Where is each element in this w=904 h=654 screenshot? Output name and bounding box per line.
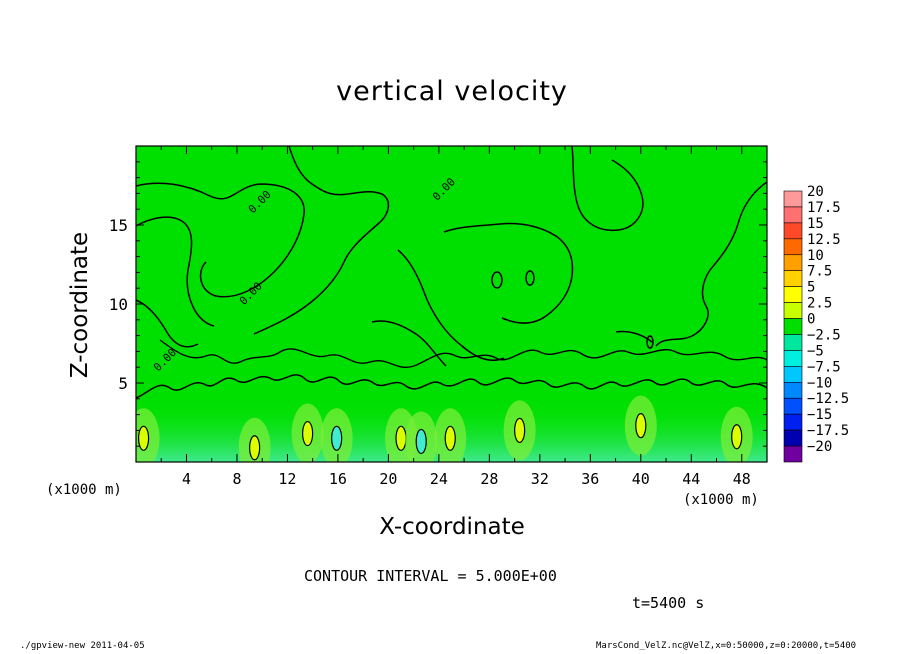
updraft-core-contour <box>635 413 647 439</box>
x-tick-label: 40 <box>632 470 650 488</box>
updraft-core-contour <box>302 420 314 447</box>
colorbar-label: −2.5 <box>807 327 841 343</box>
x-tick-label: 32 <box>531 470 549 488</box>
colorbar-label: −20 <box>807 439 832 455</box>
colorbar-label: −15 <box>807 407 832 423</box>
colorbar-swatch <box>783 254 803 272</box>
colorbar-label: 12.5 <box>807 232 841 248</box>
colorbar-swatch <box>783 381 803 399</box>
chart-title: vertical velocity <box>336 76 568 107</box>
x-tick-label: 12 <box>278 470 296 488</box>
contour-line <box>159 339 767 369</box>
colorbar-label: 10 <box>807 248 824 264</box>
updraft-core-contour <box>514 417 526 443</box>
colorbar-swatch <box>783 429 803 447</box>
x-unit-label-left: (x1000 m) <box>46 482 122 498</box>
colorbar-label: 7.5 <box>807 264 832 280</box>
colorbar-swatch <box>783 366 803 383</box>
updraft-core-contour <box>137 425 150 451</box>
x-tick-label: 24 <box>430 470 448 488</box>
x-axis-label: X-coordinate <box>379 514 525 540</box>
time-text: t=5400 s <box>632 594 705 612</box>
colorbar-label: −7.5 <box>807 359 841 375</box>
colorbar-label: 2.5 <box>807 296 832 312</box>
upper-contour-lines <box>136 146 767 367</box>
colorbar-swatch <box>783 350 803 367</box>
y-axis-ticks: 5 10 15 <box>109 161 767 447</box>
colorbar-swatch <box>783 206 803 224</box>
colorbar-swatch <box>783 222 803 240</box>
contour-interval-text: CONTOUR INTERVAL = 5.000E+00 <box>304 567 557 585</box>
x-tick-label: 20 <box>379 470 397 488</box>
colorbar-swatch <box>783 286 803 303</box>
colorbar-swatch <box>783 397 803 415</box>
colorbar-swatch <box>783 270 803 287</box>
colorbar-label: 0 <box>807 312 815 328</box>
colorbar-label: 17.5 <box>807 200 841 216</box>
x-tick-label: 44 <box>682 470 700 488</box>
colorbar-swatch <box>783 190 803 208</box>
colorbar-label: −5 <box>807 343 824 359</box>
footer-left-text: ./gpview-new 2011-04-05 <box>20 641 145 651</box>
colorbar: 2017.51512.5107.552.50−2.5−5−7.5−10−12.5… <box>783 184 849 463</box>
x-tick-label: 28 <box>480 470 498 488</box>
colorbar-label: 5 <box>807 280 815 296</box>
x-axis-ticks: 4 8 12 16 20 24 28 32 36 40 44 48 <box>160 146 751 488</box>
colorbar-label: −12.5 <box>807 391 849 407</box>
updraft-core-contour <box>444 425 456 451</box>
footer-right-text: MarsCond_VelZ.nc@VelZ,x=0:50000,z=0:2000… <box>596 641 857 651</box>
y-tick-label: 15 <box>109 216 128 235</box>
updraft-core-contour <box>249 435 261 461</box>
x-tick-label: 36 <box>581 470 599 488</box>
colorbar-swatch <box>783 334 803 351</box>
updraft-core-contours <box>136 395 753 462</box>
x-unit-label-right: (x1000 m) <box>683 492 759 508</box>
updraft-core-contour <box>731 424 743 450</box>
updraft-core-contour <box>415 428 427 455</box>
colorbar-swatch <box>783 238 803 256</box>
colorbar-label: −17.5 <box>807 423 849 439</box>
updraft-core-contour <box>395 425 407 451</box>
colorbar-swatch <box>783 413 803 431</box>
colorbar-swatch <box>783 445 803 463</box>
updraft-core-contour <box>331 425 343 451</box>
y-tick-label: 10 <box>109 295 128 314</box>
colorbar-swatch <box>783 318 803 335</box>
colorbar-label: 20 <box>807 184 824 200</box>
x-tick-label: 16 <box>329 470 347 488</box>
colorbar-swatch <box>783 302 803 319</box>
colorbar-label: 15 <box>807 216 824 232</box>
colorbar-label: −10 <box>807 375 832 391</box>
x-tick-label: 8 <box>232 470 241 488</box>
x-tick-label: 4 <box>182 470 191 488</box>
y-tick-label: 5 <box>118 374 128 393</box>
contour-line <box>136 374 767 399</box>
x-tick-label: 48 <box>733 470 751 488</box>
